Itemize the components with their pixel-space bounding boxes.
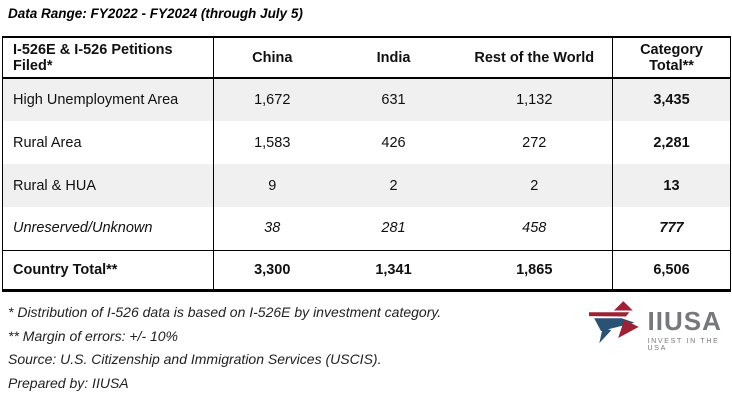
footnote-margin-of-error: ** Margin of errors: +/- 10% [8,327,179,344]
data-cell: 9 [213,164,331,207]
iiusa-logo: IIUSA INVEST IN THE USA [589,299,732,353]
data-cell: 38 [264,220,281,237]
data-cell: 3,300 [213,249,331,290]
data-cell: 272 [522,134,547,151]
data-cell: 458 [522,220,547,237]
logo-tagline: INVEST IN THE USA [647,338,720,352]
data-cell: 281 [381,220,406,237]
grand-total-cell: 6,506 [612,249,731,290]
footnote-source: Source: U.S. Citizenship and Immigration… [8,351,382,367]
row-label: Rural & HUA [2,164,214,207]
col-header-category-total: Category Total** [612,37,731,79]
footnote-distribution: * Distribution of I-526 data is based on… [8,304,442,320]
data-range-label: Data Range: FY2022 - FY2024 (through Jul… [8,6,303,21]
data-cell: 426 [381,134,406,151]
footnote-prepared-by: Prepared by: IIUSA [8,374,129,391]
col-header-india: India [330,37,457,79]
category-total-cell: 777 [612,207,731,250]
petitions-table: I-526E & I-526 Petitions Filed* China In… [2,36,731,292]
table-row-high-unemployment: High Unemployment Area 1,672 631 1,132 3… [2,78,731,121]
category-total-cell: 2,281 [612,121,731,164]
row-label: Rural Area [2,121,214,164]
row-label: Country Total** [2,249,214,290]
category-total-cell: 3,435 [612,78,731,121]
row-label: High Unemployment Area [2,78,214,121]
iiusa-star-icon [589,301,639,344]
data-cell: 631 [330,78,457,121]
col-header-category: I-526E & I-526 Petitions Filed* [2,37,214,79]
data-cell: 1,583 [254,134,291,151]
table-header-row: I-526E & I-526 Petitions Filed* China In… [2,37,731,79]
logo-wordmark: IIUSA [647,306,722,336]
table-row-unreserved: Unreserved/Unknown 38 281 458 777 [2,207,731,250]
data-cell: 2 [330,164,457,207]
col-header-china: China [213,37,331,79]
footnotes: * Distribution of I-526 data is based on… [8,301,441,395]
col-header-rest-of-world: Rest of the World [456,37,613,79]
data-cell: 1,132 [456,78,613,121]
logo-text: IIUSA INVEST IN THE USA [648,308,732,352]
table-row-rural-hua: Rural & HUA 9 2 2 13 [2,164,731,207]
data-cell: 2 [456,164,613,207]
table-row-country-total: Country Total** 3,300 1,341 1,865 6,506 [2,249,731,290]
table-row-rural-area: Rural Area 1,583 426 272 2,281 [2,121,731,164]
row-label: Unreserved/Unknown [2,207,214,250]
data-cell: 1,865 [456,249,613,290]
data-cell: 1,341 [330,249,457,290]
data-cell: 1,672 [213,78,331,121]
category-total-cell: 13 [612,164,731,207]
